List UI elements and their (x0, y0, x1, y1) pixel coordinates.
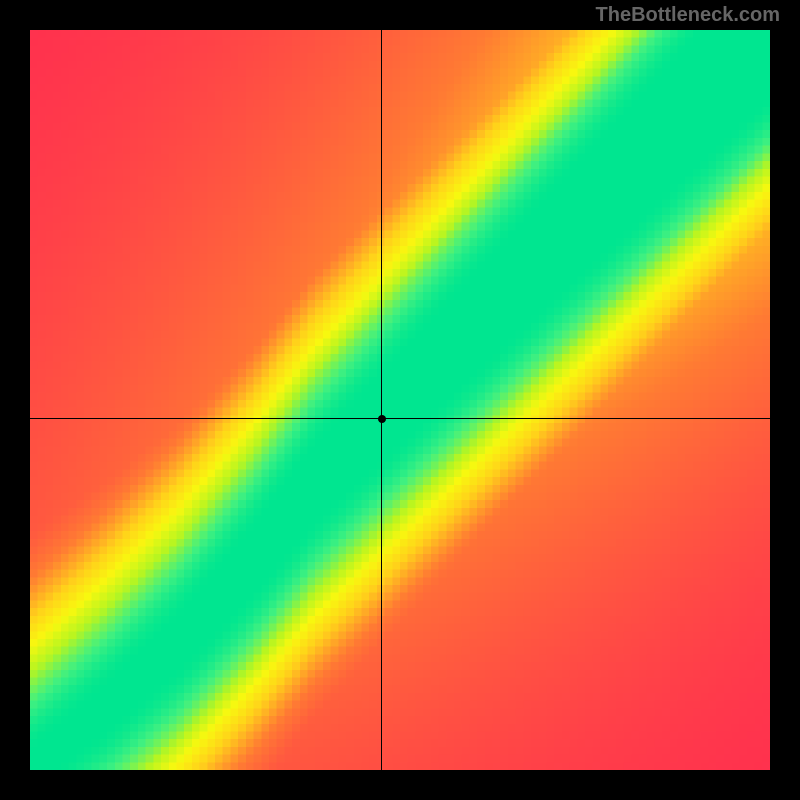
marker-dot (378, 415, 386, 423)
watermark-text: TheBottleneck.com (596, 4, 780, 27)
crosshair-horizontal (30, 418, 770, 419)
chart-container: TheBottleneck.com (0, 0, 800, 800)
heatmap-canvas (30, 30, 770, 770)
crosshair-vertical (381, 30, 382, 770)
